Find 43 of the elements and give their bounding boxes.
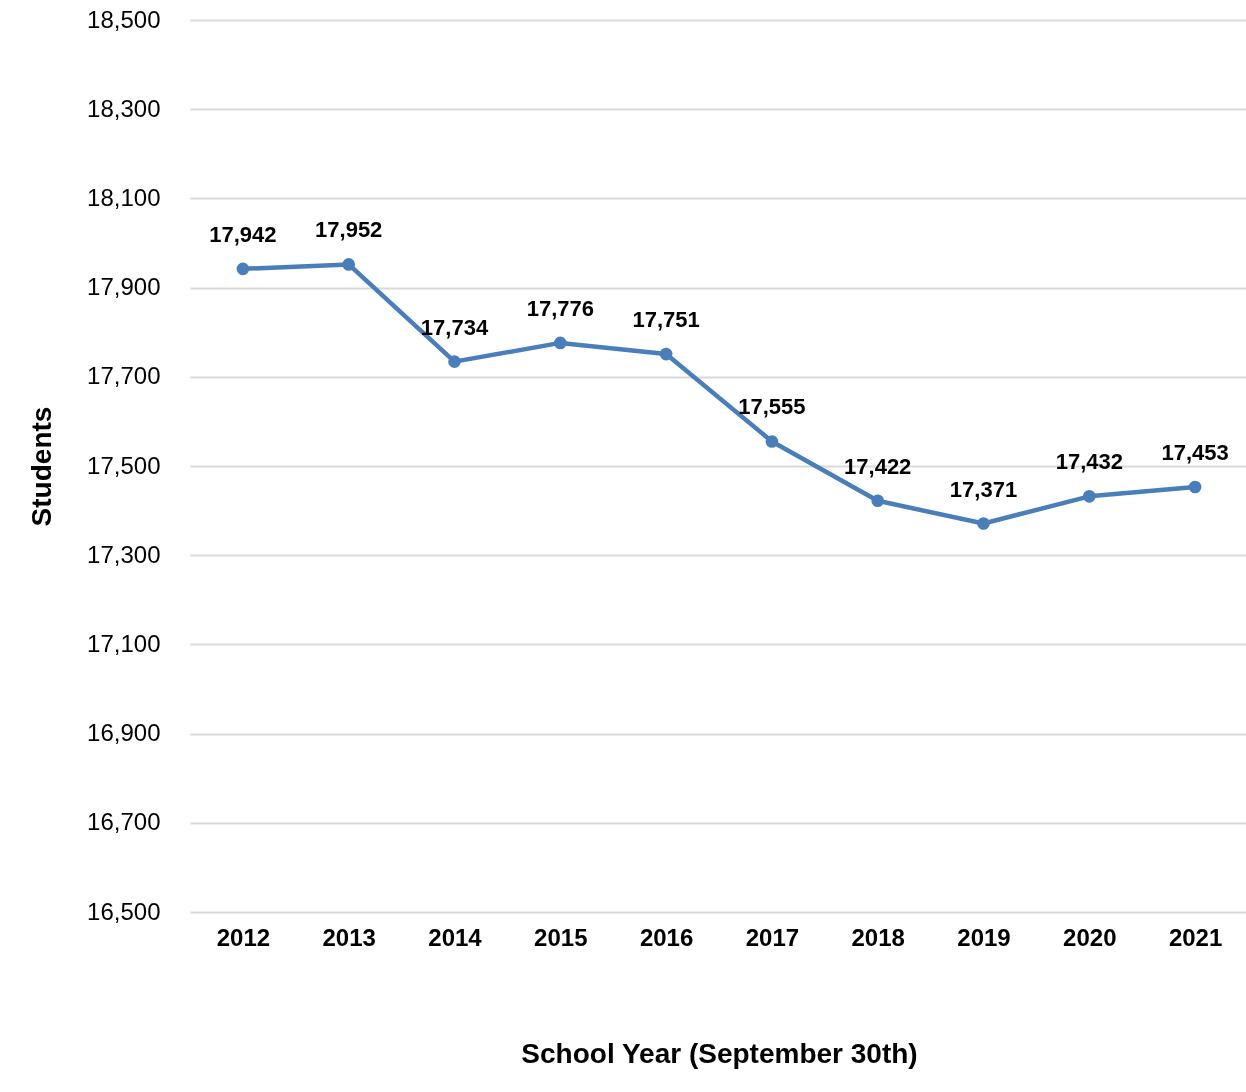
data-label: 17,751 — [632, 307, 700, 333]
data-label: 17,555 — [738, 394, 806, 420]
x-tick-label: 2020 — [1063, 923, 1117, 951]
point — [236, 262, 250, 276]
y-tick-label: 17,300 — [87, 540, 161, 568]
point — [342, 258, 356, 271]
x-tick-label: 2017 — [745, 923, 800, 951]
point — [977, 517, 990, 530]
y-tick-label: 17,500 — [87, 451, 161, 479]
y-axis-title: Students — [26, 406, 58, 527]
point — [448, 355, 461, 368]
point — [1082, 490, 1096, 503]
y-tick-label: 16,500 — [87, 897, 161, 925]
point — [765, 435, 779, 448]
y-tick-label: 18,300 — [87, 94, 161, 122]
x-tick-label: 2018 — [851, 923, 905, 951]
point — [871, 494, 885, 508]
data-label: 17,776 — [526, 295, 594, 321]
y-tick-label: 18,100 — [87, 183, 161, 211]
x-tick-label: 2016 — [639, 923, 694, 951]
data-label: 17,371 — [949, 476, 1018, 502]
data-label: 17,952 — [315, 217, 383, 243]
x-axis-title: School Year (September 30th) — [521, 1037, 918, 1069]
data-label: 17,942 — [209, 221, 277, 247]
x-tick-label: 2014 — [428, 923, 483, 951]
point — [659, 347, 673, 361]
point — [1188, 480, 1202, 494]
data-label: 17,432 — [1055, 449, 1123, 475]
data-label: 17,422 — [844, 453, 912, 479]
x-tick-label: 2013 — [322, 923, 376, 951]
data-label: 17,453 — [1161, 439, 1229, 465]
x-tick-label: 2015 — [534, 923, 588, 951]
x-tick-label: 2021 — [1168, 923, 1223, 951]
y-tick-label: 17,700 — [87, 362, 161, 390]
y-tick-label: 16,700 — [87, 808, 161, 836]
y-tick-label: 18,500 — [87, 5, 161, 33]
point — [553, 336, 567, 350]
y-tick-label: 17,100 — [87, 629, 161, 657]
data-label: 17,734 — [420, 314, 489, 340]
x-tick-label: 2019 — [957, 923, 1011, 951]
y-tick-label: 17,900 — [87, 273, 161, 301]
x-tick-label: 2012 — [216, 923, 271, 951]
y-tick-label: 16,900 — [87, 719, 161, 747]
